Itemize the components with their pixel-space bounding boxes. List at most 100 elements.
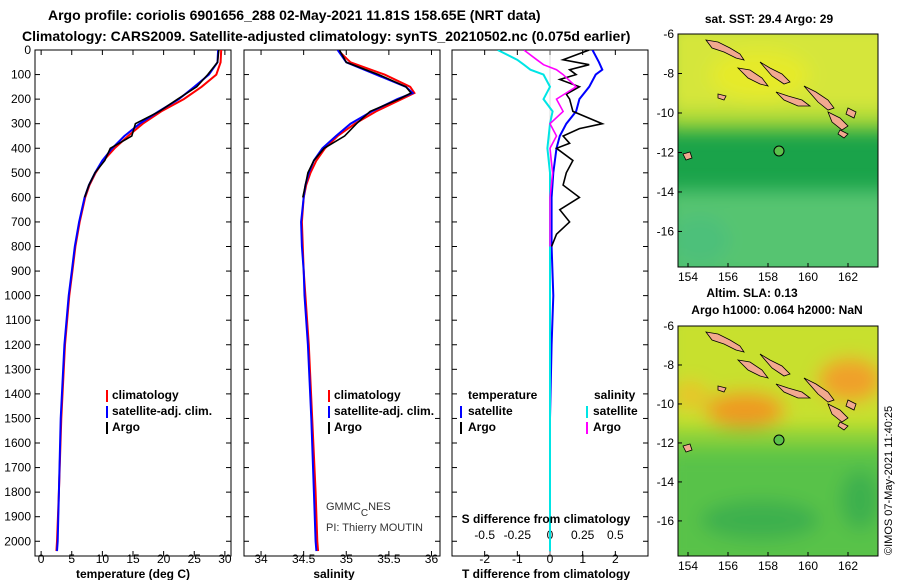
- difference-lines: [497, 50, 605, 556]
- map-y-tick-label: -6: [663, 27, 674, 41]
- sst-map: sat. SST: 29.4 Argo: 29 154 156 158 160 162 -…: [657, 12, 879, 284]
- x-tick-label: 1: [579, 552, 586, 566]
- x-tick-label: -2: [479, 552, 490, 566]
- map-x-tick-label: 154: [678, 559, 698, 573]
- salinity-xlabel: salinity: [313, 567, 355, 580]
- island: [759, 61, 791, 85]
- map-x-tick-label: 158: [758, 559, 778, 573]
- island: [827, 403, 849, 423]
- map-y-tick-label: -8: [663, 66, 674, 80]
- sla-map: Altim. SLA: 0.13 Argo h1000: 0.064 h2000…: [657, 286, 879, 573]
- y-tick-label: 1300: [4, 362, 31, 376]
- y-tick-label: 1700: [4, 461, 31, 475]
- difference-legend: temperature salinity satellite Argo sate…: [460, 388, 638, 434]
- y-tick-label: 600: [11, 190, 31, 204]
- y-tick-label: 1100: [5, 313, 31, 327]
- x-tick-label: -1: [512, 552, 523, 566]
- imos-timestamp: ©IMOS 07-May-2021 11:40:25: [883, 405, 895, 555]
- sla-map-title-1: Altim. SLA: 0.13: [706, 286, 798, 300]
- legend-satellite-adj: satellite-adj. clim.: [334, 404, 434, 418]
- legend-temp-argo: Argo: [468, 420, 496, 434]
- sla-map-ticks: 154 156 158 160 162 -6 -8 -10 -12 -14 -16: [657, 319, 859, 573]
- x-tick-label: 34: [254, 552, 268, 566]
- argo-position-marker: [773, 434, 785, 446]
- x-tick-label: 35.5: [377, 552, 401, 566]
- island: [759, 353, 791, 377]
- island: [775, 91, 812, 107]
- legend-argo: Argo: [334, 420, 362, 434]
- temperature-panel: 0100200300400500600700800900100011001200…: [4, 43, 232, 580]
- x-tick-label: 36: [425, 552, 439, 566]
- series-line: [83, 50, 220, 198]
- legend-climatology: climatology: [334, 388, 401, 402]
- legend-satellite-adj: satellite-adj. clim.: [112, 404, 212, 418]
- legend-temperature-title: temperature: [468, 388, 538, 402]
- legend-sal-satellite: satellite: [593, 404, 638, 418]
- island: [717, 385, 727, 393]
- sst-map-frame: [677, 33, 879, 268]
- y-tick-label: 1800: [4, 485, 31, 499]
- y-tick-label: 500: [11, 166, 31, 180]
- island: [827, 111, 849, 131]
- y-tick-label: 100: [11, 68, 31, 82]
- island: [837, 421, 849, 431]
- y-tick-label: 0: [24, 43, 31, 57]
- island: [803, 85, 835, 111]
- x-tick-label: 0: [38, 552, 45, 566]
- y-tick-label: 2000: [4, 534, 31, 548]
- temperature-xlabel: temperature (deg C): [76, 567, 190, 580]
- sla-map-title-2: Argo h1000: 0.064 h2000: NaN: [691, 303, 862, 317]
- island: [736, 359, 769, 379]
- y-tick-label: 300: [11, 117, 31, 131]
- difference-top-xlabel: S difference from climatology: [462, 512, 631, 526]
- y-tick-label: 400: [11, 141, 31, 155]
- sst-map-islands: [682, 39, 857, 161]
- island: [705, 331, 745, 353]
- y-tick-label: 1600: [4, 436, 31, 450]
- title-line-2: Climatology: CARS2009. Satellite-adjuste…: [22, 28, 631, 44]
- x-tick-label: 0: [547, 552, 554, 566]
- island: [837, 129, 849, 139]
- series-line: [550, 50, 605, 247]
- series-line: [300, 50, 415, 552]
- x-tick-label: 34.5: [292, 552, 316, 566]
- salinity-legend: climatology satellite-adj. clim. Argo: [328, 388, 434, 434]
- map-y-tick-label: -10: [657, 106, 675, 120]
- title-line-1: Argo profile: coriolis 6901656_288 02-Ma…: [48, 7, 541, 23]
- argo-position-marker: [773, 145, 785, 157]
- y-tick-label: 1500: [4, 411, 31, 425]
- salinity-panel: 34 34.5 35 35.5 36 salinity climatology sate…: [243, 49, 441, 580]
- temperature-legend: climatology satellite-adj. clim. Argo: [106, 388, 212, 434]
- island: [845, 399, 857, 411]
- x-tick-label: 2: [612, 552, 619, 566]
- legend-temp-satellite: satellite: [468, 404, 513, 418]
- series-line: [302, 50, 413, 198]
- y-tick-label: 1200: [4, 338, 31, 352]
- sla-map-frame: [677, 325, 879, 557]
- map-y-tick-label: -12: [657, 145, 675, 159]
- map-x-tick-label: 156: [718, 270, 738, 284]
- sst-map-ticks: 154 156 158 160 162 -6 -8 -10 -12 -14 -16: [657, 27, 859, 284]
- y-tick-label: 800: [11, 240, 31, 254]
- legend-argo: Argo: [112, 420, 140, 434]
- y-tick-label: 1400: [4, 387, 31, 401]
- island: [775, 383, 812, 399]
- legend-sal-argo: Argo: [593, 420, 621, 434]
- y-tick-label: 700: [11, 215, 31, 229]
- top-tick-label: 0.5: [607, 528, 624, 542]
- difference-xlabel: T difference from climatology: [462, 567, 630, 580]
- x-tick-label: 35: [340, 552, 354, 566]
- map-x-tick-label: 160: [798, 559, 818, 573]
- x-tick-label: 15: [126, 552, 140, 566]
- x-tick-label: 20: [157, 552, 171, 566]
- island: [682, 443, 693, 453]
- series-line: [497, 50, 554, 552]
- map-y-tick-label: -8: [663, 358, 674, 372]
- map-x-tick-label: 156: [718, 559, 738, 573]
- x-tick-label: 5: [68, 552, 75, 566]
- temperature-lines: [55, 50, 223, 552]
- map-x-tick-label: 160: [798, 270, 818, 284]
- map-y-tick-label: -14: [657, 185, 675, 199]
- map-x-tick-label: 162: [838, 270, 858, 284]
